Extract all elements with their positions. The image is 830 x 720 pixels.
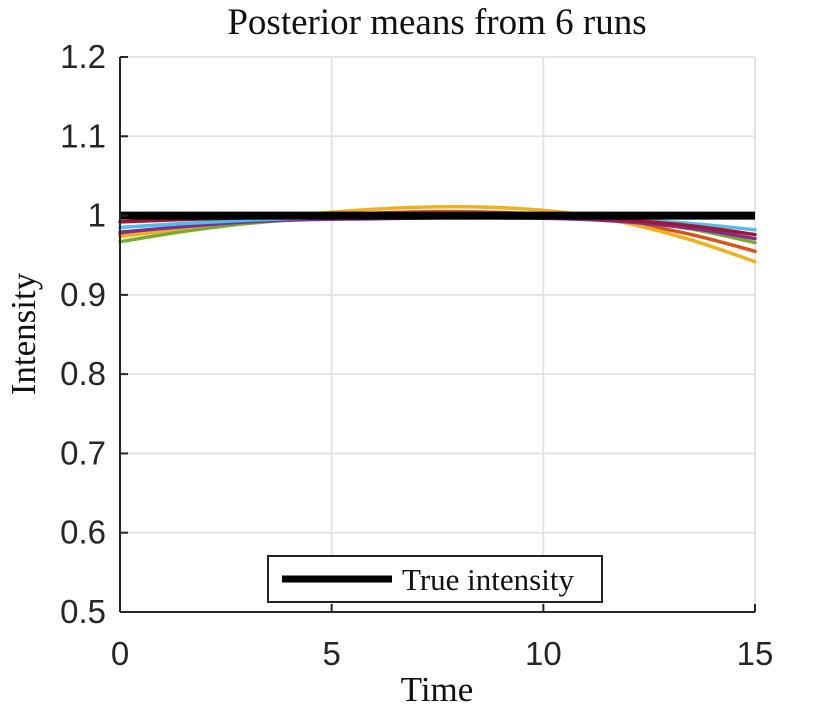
- y-tick-label: 0.6: [60, 514, 106, 551]
- chart-title: Posterior means from 6 runs: [227, 2, 646, 43]
- y-tick-label: 1: [88, 197, 106, 234]
- tick-labels: 0 5 10 15 0.5 0.6 0.7 0.8 0.9 1 1.1 1.2: [60, 38, 773, 672]
- y-tick-label: 0.8: [60, 355, 106, 392]
- legend: True intensity: [267, 555, 603, 603]
- y-axis-label: Intensity: [4, 272, 43, 395]
- y-tick-label: 0.5: [60, 593, 106, 630]
- y-tick-label: 1.1: [60, 117, 106, 154]
- y-tick-label: 0.9: [60, 276, 106, 313]
- axes: [119, 56, 756, 613]
- grid-lines: [120, 56, 756, 612]
- x-tick-label: 10: [525, 635, 562, 672]
- x-tick-label: 0: [111, 635, 129, 672]
- y-tick-label: 1.2: [60, 38, 106, 75]
- legend-label: True intensity: [402, 562, 574, 597]
- x-tick-label: 5: [322, 635, 340, 672]
- x-tick-label: 15: [737, 635, 774, 672]
- series-lines: [118, 205, 757, 264]
- y-tick-label: 0.7: [60, 434, 106, 471]
- x-axis-label: Time: [401, 670, 474, 709]
